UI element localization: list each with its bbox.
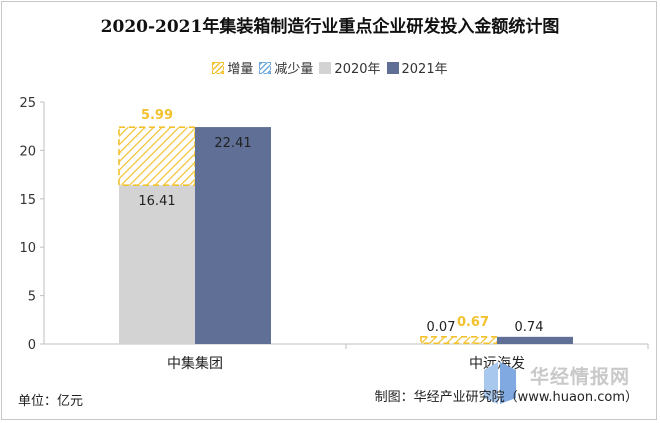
watermark-logo-icon [480, 360, 520, 406]
unit-label: 单位：亿元 [18, 394, 84, 409]
watermark: 华经情报网 [530, 366, 631, 388]
bar-2021 [195, 127, 271, 344]
x-category-label: 中集集团 [167, 355, 223, 372]
y-tick-label: 10 [19, 241, 36, 256]
y-tick-label: 25 [19, 96, 36, 111]
series-2020-swatch-icon [319, 61, 332, 74]
legend-label-increase: 增量 [227, 62, 254, 77]
chart-title: 2020-2021年集装箱制造行业重点企业研发投入金额统计图 [100, 17, 560, 37]
data-label-increase: 0.67 [457, 315, 489, 330]
series-2021-swatch-icon [386, 61, 399, 74]
data-label-2021: 0.74 [515, 320, 544, 335]
legend-label-2020: 2020年 [334, 62, 381, 77]
data-label-2020: 16.41 [138, 194, 175, 209]
y-tick-label: 15 [19, 193, 36, 208]
legend-item-2020: 2020年 [319, 58, 381, 77]
data-label-2020: 0.07 [427, 320, 456, 335]
legend-label-decrease: 减少量 [274, 62, 314, 77]
credit-label: 制图：华经产业研究院（www.huaon.com） [374, 390, 638, 405]
y-tick-label: 5 [28, 290, 36, 305]
decrease-swatch-icon [259, 61, 272, 74]
increase-swatch-icon [212, 61, 225, 74]
bar-2020 [119, 185, 195, 344]
legend: 增量 减少量 2020年 2021年 [0, 58, 660, 77]
bar-increase [118, 126, 196, 186]
legend-item-increase: 增量 [212, 58, 253, 77]
bar-increase [420, 336, 498, 345]
y-tick-label: 20 [19, 144, 36, 159]
data-label-increase: 5.99 [141, 108, 173, 123]
data-label-2021: 22.41 [214, 136, 251, 151]
legend-item-decrease: 减少量 [259, 58, 313, 77]
y-tick-label: 0 [28, 338, 36, 353]
bar-2021 [497, 336, 573, 344]
legend-label-2021: 2021年 [401, 62, 448, 77]
legend-item-2021: 2021年 [386, 58, 448, 77]
